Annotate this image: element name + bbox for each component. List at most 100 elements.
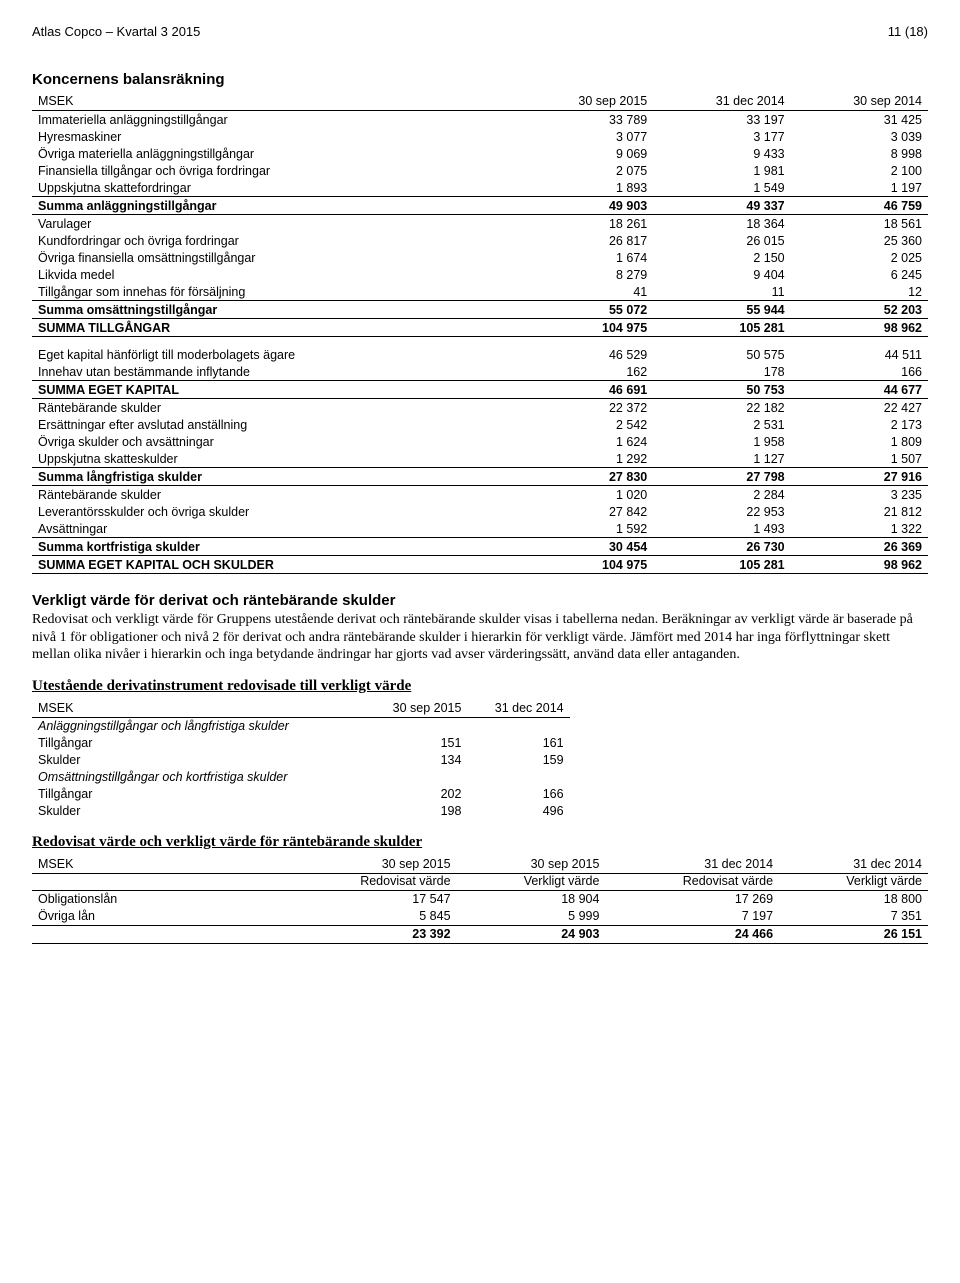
cell: 46 691 — [516, 381, 653, 399]
cell: 31 425 — [791, 111, 928, 129]
col-label: MSEK — [32, 90, 516, 111]
col-h: 31 dec 2014 — [779, 853, 928, 874]
row-label: Hyresmaskiner — [32, 128, 516, 145]
cell: 198 — [365, 803, 467, 820]
cell: 1 674 — [516, 249, 653, 266]
cell: 1 292 — [516, 450, 653, 468]
row-label: Kundfordringar och övriga fordringar — [32, 232, 516, 249]
cell: 2 100 — [791, 162, 928, 179]
col-dec2014: 31 dec 2014 — [467, 697, 569, 718]
cell: 52 203 — [791, 301, 928, 319]
cell: 23 392 — [283, 925, 457, 943]
cell: 3 039 — [791, 128, 928, 145]
loans-table: MSEK 30 sep 2015 30 sep 2015 31 dec 2014… — [32, 853, 928, 944]
cell: 1 592 — [516, 520, 653, 538]
col-sep2015: 30 sep 2015 — [365, 697, 467, 718]
cell: 105 281 — [653, 556, 790, 574]
total-row-label: SUMMA EGET KAPITAL OCH SKULDER — [32, 556, 516, 574]
cell: 18 561 — [791, 215, 928, 233]
cell: 5 999 — [457, 908, 606, 926]
cell: 17 269 — [605, 890, 779, 908]
col-dec2014: 31 dec 2014 — [653, 90, 790, 111]
deriv-title: Utestående derivatinstrument redovisade … — [32, 678, 928, 695]
cell: 26 730 — [653, 538, 790, 556]
cell: 1 127 — [653, 450, 790, 468]
cell: 1 981 — [653, 162, 790, 179]
cell: 26 369 — [791, 538, 928, 556]
cell: 2 284 — [653, 486, 790, 504]
cell: 1 893 — [516, 179, 653, 197]
col-sub: Verkligt värde — [457, 873, 606, 890]
cell: 50 753 — [653, 381, 790, 399]
row-label: Ersättningar efter avslutad anställning — [32, 416, 516, 433]
col-sub: Verkligt värde — [779, 873, 928, 890]
fairvalue-title: Verkligt värde för derivat och räntebära… — [32, 592, 928, 609]
cell: 7 197 — [605, 908, 779, 926]
sum-row-label: Summa långfristiga skulder — [32, 468, 516, 486]
group-label: Omsättningstillgångar och kortfristiga s… — [32, 769, 570, 786]
col-h: 30 sep 2015 — [457, 853, 606, 874]
row-label: Eget kapital hänförligt till moderbolage… — [32, 346, 516, 363]
cell: 24 466 — [605, 925, 779, 943]
row-label: Innehav utan bestämmande inflytande — [32, 363, 516, 381]
row-label: Skulder — [32, 803, 365, 820]
cell: 26 151 — [779, 925, 928, 943]
cell: 496 — [467, 803, 569, 820]
cell: 22 427 — [791, 399, 928, 417]
row-label: Finansiella tillgångar och övriga fordri… — [32, 162, 516, 179]
cell: 46 529 — [516, 346, 653, 363]
page-header: Atlas Copco – Kvartal 3 2015 11 (18) — [32, 24, 928, 39]
cell: 11 — [653, 283, 790, 301]
cell: 5 845 — [283, 908, 457, 926]
cell: 8 998 — [791, 145, 928, 162]
cell: 18 261 — [516, 215, 653, 233]
loans-title: Redovisat värde och verkligt värde för r… — [32, 834, 928, 851]
cell: 98 962 — [791, 556, 928, 574]
cell: 2 173 — [791, 416, 928, 433]
cell: 1 507 — [791, 450, 928, 468]
cell: 98 962 — [791, 319, 928, 337]
cell: 2 075 — [516, 162, 653, 179]
cell: 18 904 — [457, 890, 606, 908]
cell: 161 — [467, 735, 569, 752]
cell: 49 337 — [653, 197, 790, 215]
cell: 18 800 — [779, 890, 928, 908]
total-row-label: SUMMA TILLGÅNGAR — [32, 319, 516, 337]
group-label: Anläggningstillgångar och långfristiga s… — [32, 717, 570, 735]
col-label: MSEK — [32, 697, 365, 718]
cell: 1 197 — [791, 179, 928, 197]
sum-row-label: SUMMA EGET KAPITAL — [32, 381, 516, 399]
cell: 1 493 — [653, 520, 790, 538]
col-label — [32, 873, 283, 890]
row-label: Obligationslån — [32, 890, 283, 908]
col-h: 30 sep 2015 — [283, 853, 457, 874]
cell: 1 549 — [653, 179, 790, 197]
cell: 46 759 — [791, 197, 928, 215]
cell: 2 531 — [653, 416, 790, 433]
cell: 178 — [653, 363, 790, 381]
cell: 9 069 — [516, 145, 653, 162]
cell: 26 015 — [653, 232, 790, 249]
doc-title: Atlas Copco – Kvartal 3 2015 — [32, 24, 200, 39]
col-sep2014: 30 sep 2014 — [791, 90, 928, 111]
cell: 166 — [791, 363, 928, 381]
cell: 1 809 — [791, 433, 928, 450]
sum-row-label: Summa omsättningstillgångar — [32, 301, 516, 319]
cell: 50 575 — [653, 346, 790, 363]
row-label: Övriga lån — [32, 908, 283, 926]
cell: 21 812 — [791, 503, 928, 520]
page-number: 11 (18) — [888, 24, 928, 39]
row-label: Övriga skulder och avsättningar — [32, 433, 516, 450]
row-label: Övriga materiella anläggningstillgångar — [32, 145, 516, 162]
cell: 2 542 — [516, 416, 653, 433]
cell: 1 958 — [653, 433, 790, 450]
cell: 24 903 — [457, 925, 606, 943]
row-label: Skulder — [32, 752, 365, 769]
balance-title: Koncernens balansräkning — [32, 71, 928, 88]
cell: 151 — [365, 735, 467, 752]
cell: 1 624 — [516, 433, 653, 450]
cell: 25 360 — [791, 232, 928, 249]
col-label: MSEK — [32, 853, 283, 874]
cell: 9 404 — [653, 266, 790, 283]
cell: 22 953 — [653, 503, 790, 520]
